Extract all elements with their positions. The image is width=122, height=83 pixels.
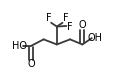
Text: F: F [46,13,51,23]
Text: O: O [79,20,86,30]
Text: OH: OH [87,33,102,43]
Text: HO: HO [12,41,26,51]
Text: F: F [67,22,73,32]
Text: F: F [63,13,68,23]
Text: O: O [28,59,35,69]
